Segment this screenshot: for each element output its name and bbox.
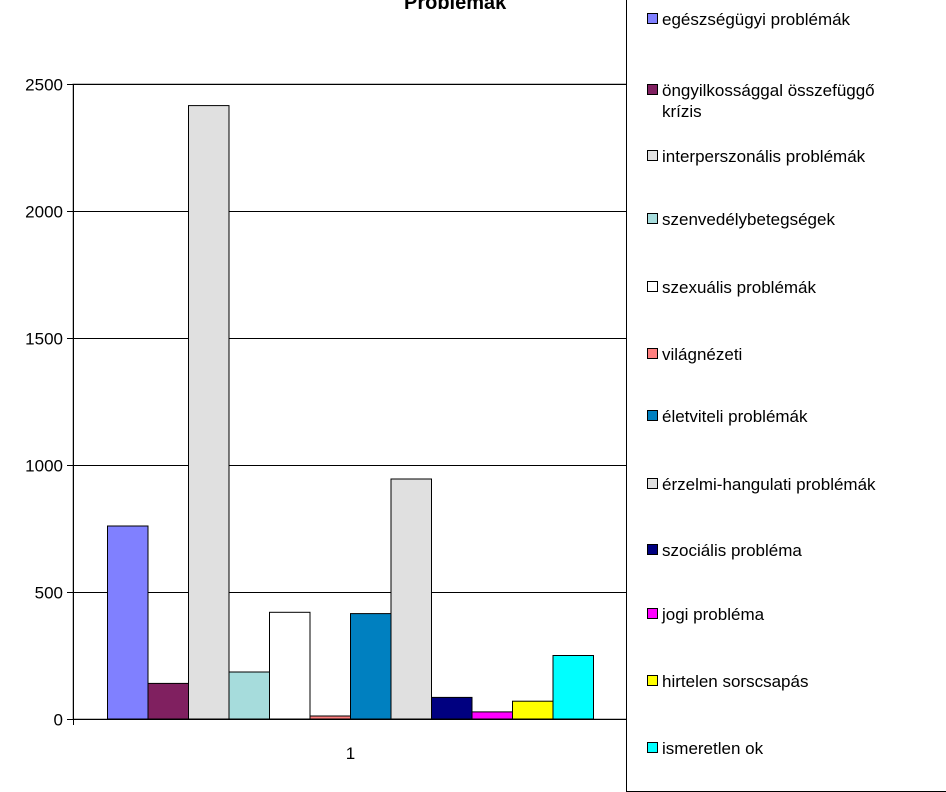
legend-swatch: [647, 13, 658, 24]
bar: [228, 671, 270, 720]
y-tick-label: 1000: [25, 457, 63, 476]
legend-label: szociális probléma: [662, 541, 802, 560]
bar: [269, 611, 311, 720]
legend-label: érzelmi-hangulati problémák: [662, 475, 876, 494]
chart-title: Problémák: [404, 0, 507, 14]
legend-swatch: [647, 410, 658, 421]
legend-label: hirtelen sorscsapás: [662, 672, 809, 691]
bar: [431, 696, 473, 720]
legend-label: öngyilkossággal összefüggő krízis: [662, 81, 875, 121]
legend-swatch: [647, 150, 658, 161]
bar: [552, 655, 594, 720]
y-tick-label: 1500: [25, 330, 63, 349]
bar: [512, 700, 554, 720]
bar: [107, 525, 149, 720]
x-tick-label: 1: [346, 744, 355, 763]
legend-label: szexuális problémák: [662, 278, 817, 297]
bar: [390, 478, 432, 720]
legend-label: jogi probléma: [662, 605, 765, 624]
legend-swatch: [647, 742, 658, 753]
legend-swatch: [647, 281, 658, 292]
bar: [147, 682, 189, 720]
legend-swatch: [647, 84, 658, 95]
legend-label: szenvedélybetegségek: [662, 210, 835, 229]
legend-swatch: [647, 608, 658, 619]
bar: [471, 711, 513, 720]
bar: [309, 715, 351, 720]
legend-label: világnézeti: [662, 345, 743, 364]
y-tick-label: 500: [35, 584, 63, 603]
legend-swatch: [647, 544, 658, 555]
legend-label: egészségügyi problémák: [662, 10, 851, 29]
legend-label: interperszonális problémák: [662, 147, 866, 166]
y-tick-label: 2000: [25, 203, 63, 222]
legend-swatch: [647, 213, 658, 224]
legend-swatch: [647, 478, 658, 489]
legend-label: életviteli problémák: [662, 407, 808, 426]
legend-swatch: [647, 348, 658, 359]
legend-label: ismeretlen ok: [662, 739, 764, 758]
bar: [350, 613, 392, 720]
y-tick-label: 0: [54, 711, 63, 730]
y-tick-label: 2500: [25, 76, 63, 95]
bar: [188, 105, 230, 720]
legend-swatch: [647, 675, 658, 686]
legend: egészségügyi problémák öngyilkossággal ös…: [626, 0, 946, 792]
